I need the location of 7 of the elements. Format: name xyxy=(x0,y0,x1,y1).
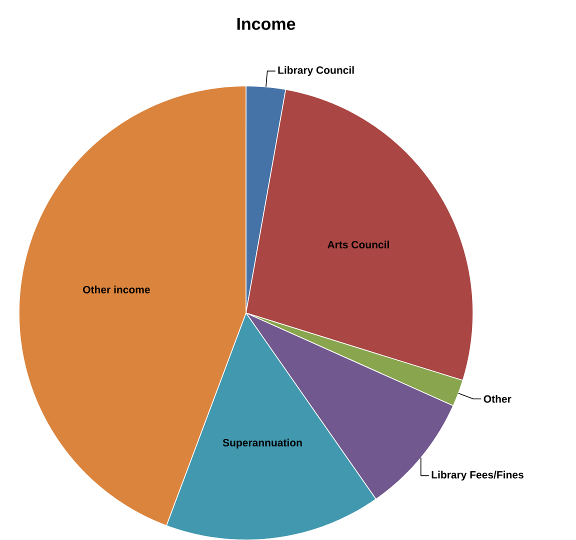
slice-label: Arts Council xyxy=(328,240,389,248)
slice-label: Superannuation xyxy=(222,438,302,448)
slice-label: Library Fees/Fines xyxy=(432,470,524,481)
slice-label: Other xyxy=(484,394,512,403)
chart-title: Income xyxy=(237,18,296,30)
slice-label: Other income xyxy=(83,286,150,294)
slice-label: Library Council xyxy=(278,66,354,76)
